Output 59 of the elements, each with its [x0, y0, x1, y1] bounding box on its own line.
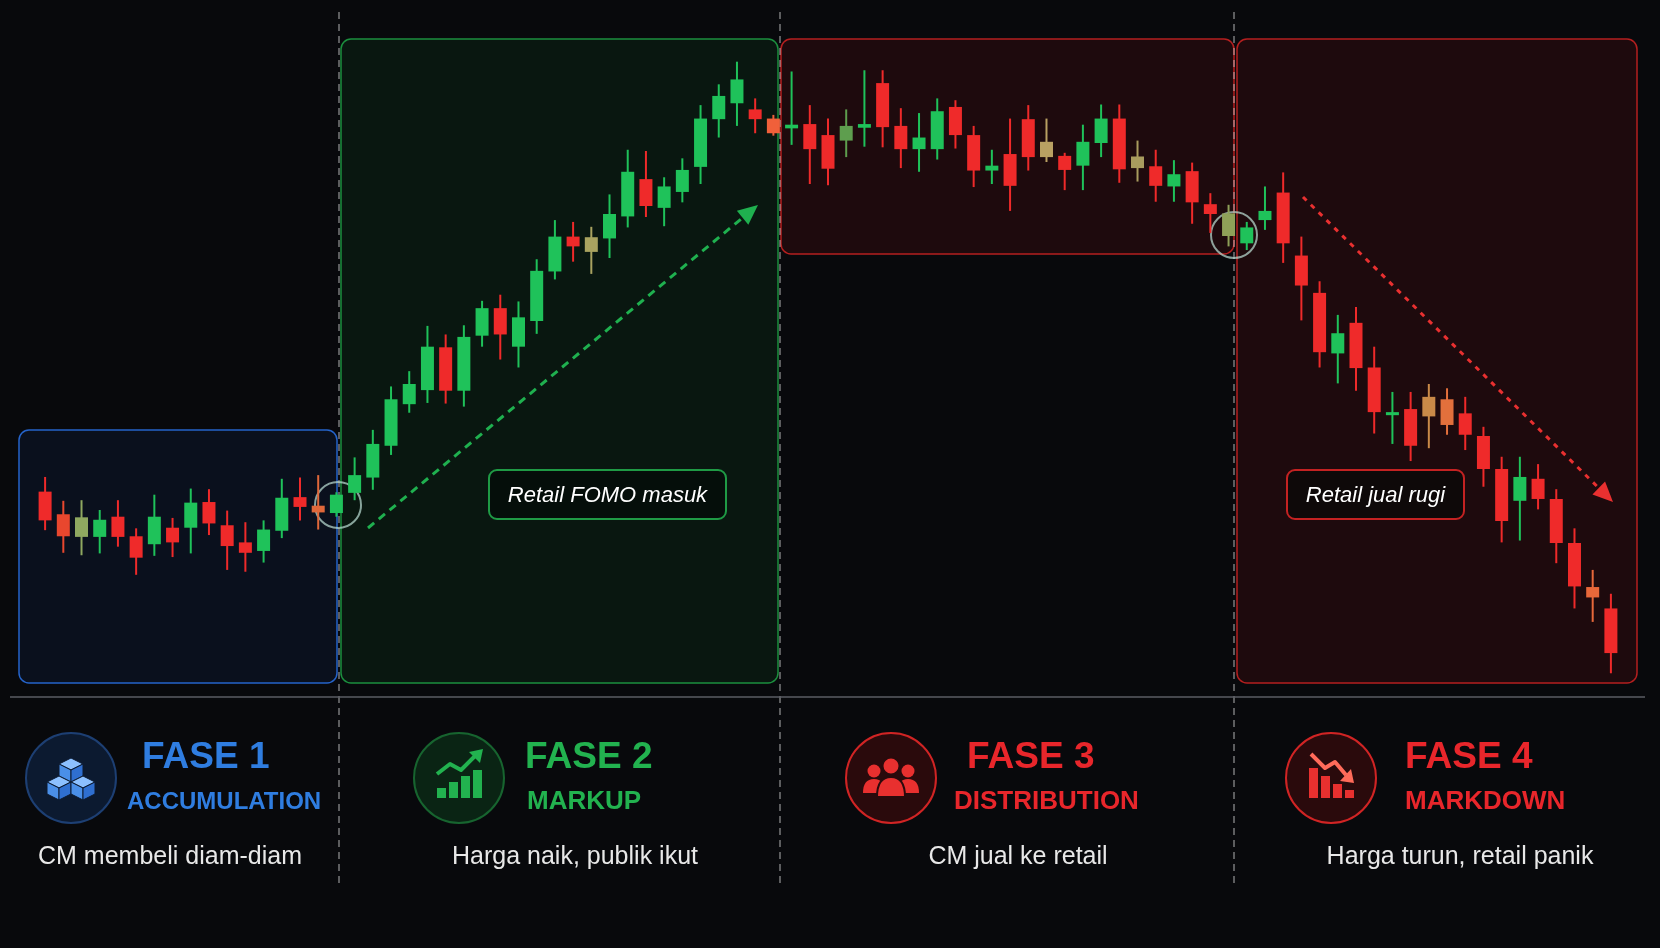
text: DISTRIBUTION	[954, 785, 1139, 816]
candlestick	[748, 97, 762, 135]
candlestick	[730, 60, 744, 127]
candlestick	[293, 476, 307, 522]
candlestick	[912, 112, 926, 173]
candlestick	[1422, 382, 1436, 450]
candlestick	[566, 220, 580, 263]
text: Harga turun, retail panik	[1326, 841, 1594, 869]
candlestick	[1240, 220, 1254, 252]
candlestick	[584, 225, 598, 275]
candlestick	[111, 499, 125, 548]
candlestick	[1039, 117, 1053, 163]
annotation: Retail jual rugi	[1305, 481, 1446, 507]
candlestick	[766, 113, 780, 137]
text: FASE 1	[142, 735, 270, 777]
candlestick	[1076, 123, 1090, 192]
text: FASE 3	[967, 735, 1095, 777]
candlestick	[857, 69, 871, 148]
candlestick	[839, 108, 853, 159]
candlestick	[1222, 203, 1236, 248]
text: Harga naik, publik ikut	[452, 841, 698, 869]
candlestick	[75, 499, 89, 557]
text: MARKDOWN	[1405, 785, 1566, 816]
candlestick	[657, 176, 671, 228]
candlestick	[894, 107, 908, 170]
text: CM jual ke retail	[928, 841, 1108, 869]
annotation: Retail FOMO masuk	[507, 481, 708, 507]
candlestick	[1058, 151, 1072, 192]
candlestick	[1385, 390, 1399, 445]
candlestick	[1531, 463, 1545, 511]
candlestick	[311, 474, 325, 531]
candlestick	[257, 519, 271, 564]
candlestick	[712, 83, 726, 139]
candlestick	[1167, 159, 1181, 203]
candlestick	[1149, 148, 1163, 203]
candlestick	[1458, 395, 1472, 452]
candlestick	[675, 157, 689, 204]
text: MARKUP	[527, 785, 642, 816]
candlestick	[129, 527, 143, 576]
text: FASE 2	[525, 735, 653, 777]
candlestick	[1131, 139, 1145, 183]
candlestick	[166, 516, 180, 559]
candlestick	[238, 521, 252, 573]
candlestick	[220, 509, 234, 571]
candlestick	[56, 499, 70, 554]
candlestick	[985, 148, 999, 186]
text: CM membeli diam-diam	[38, 841, 302, 869]
candlestick	[1258, 185, 1272, 231]
candlestick	[402, 370, 416, 414]
candlestick	[1586, 568, 1600, 623]
text: FASE 4	[1405, 735, 1533, 777]
candlestick	[1331, 313, 1345, 385]
candlestick	[329, 491, 343, 518]
candlestick	[348, 456, 362, 502]
candlestick	[202, 488, 216, 537]
text: ACCUMULATION	[127, 786, 322, 815]
candlestick	[1203, 192, 1217, 234]
candlestick	[93, 508, 107, 555]
candlestick	[1513, 455, 1527, 542]
